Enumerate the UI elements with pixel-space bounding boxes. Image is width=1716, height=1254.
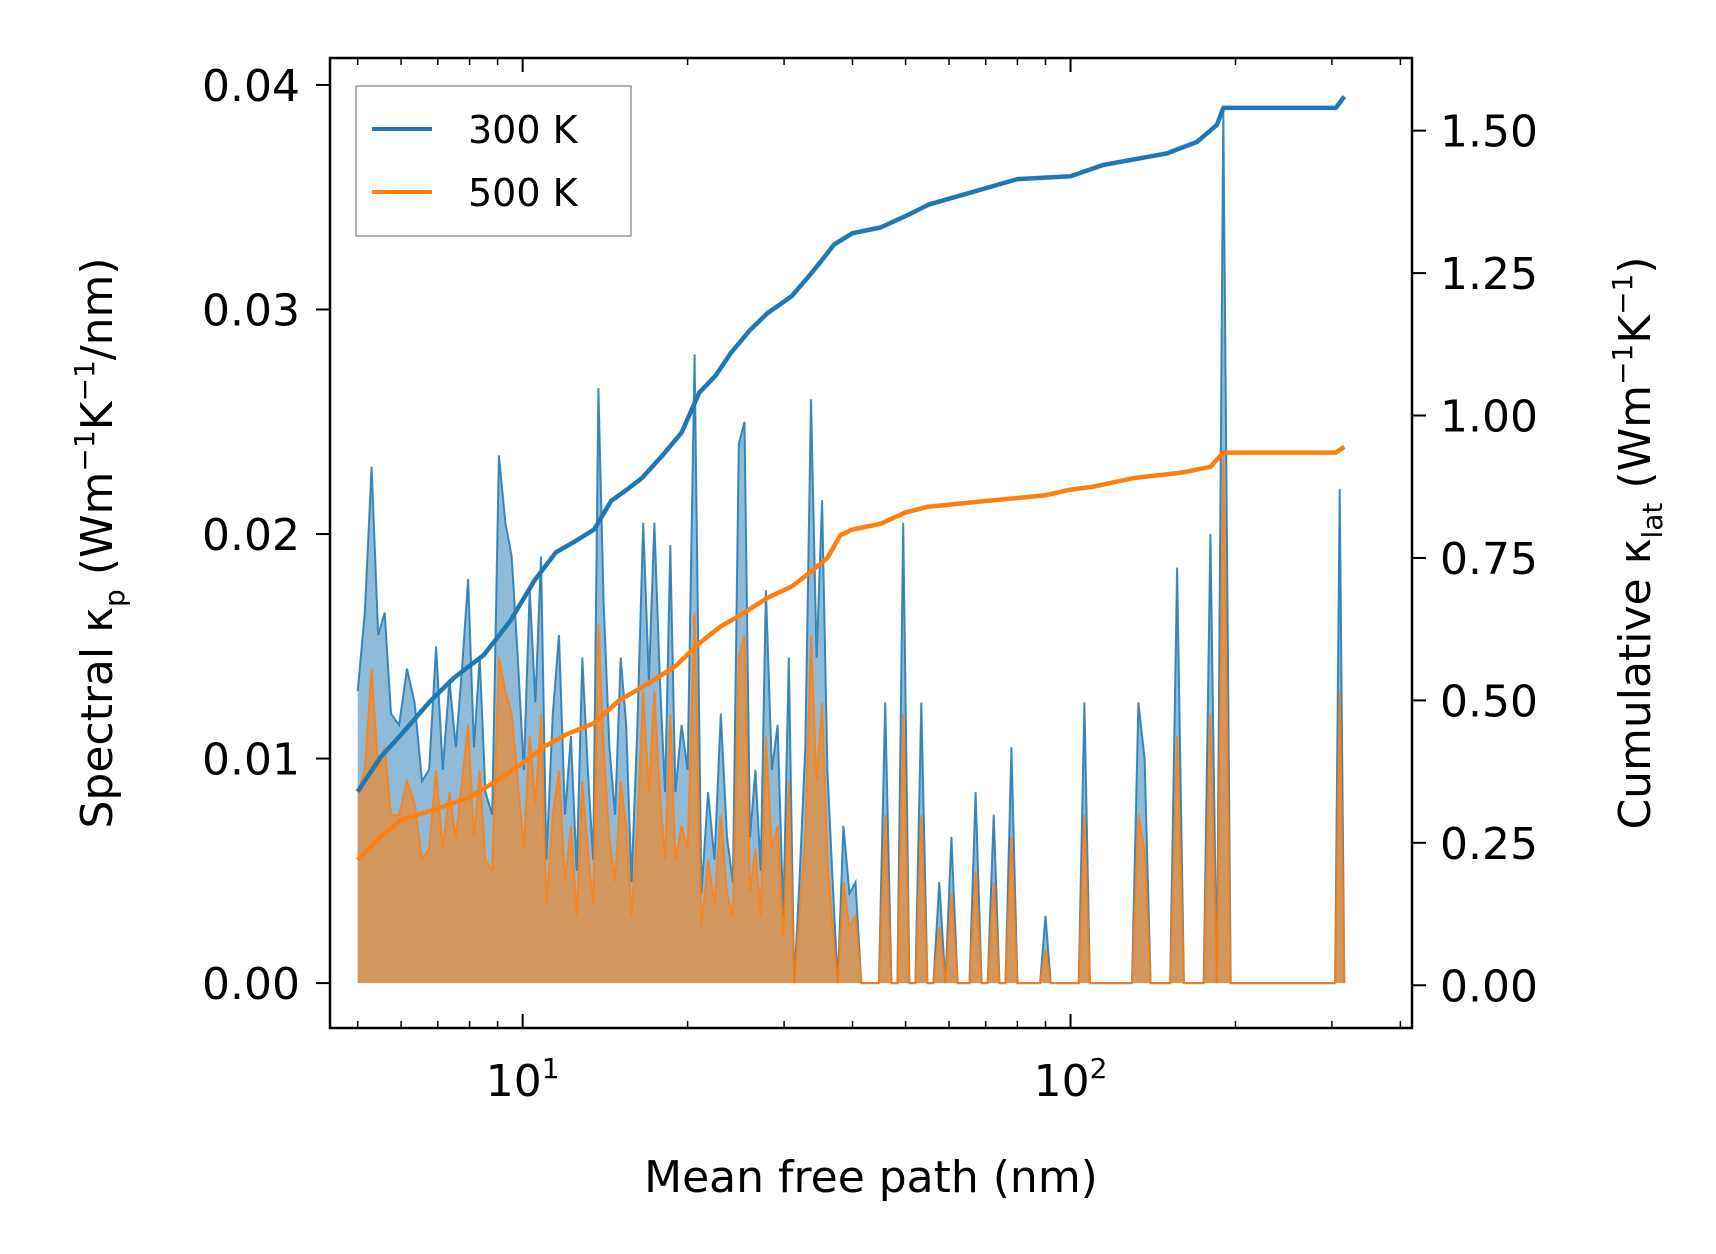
cumulative-line-300k bbox=[355, 95, 1347, 793]
legend: 300 K 500 K bbox=[355, 85, 632, 237]
right-y-tick-label: 0.75 bbox=[1440, 534, 1538, 585]
legend-label-300k: 300 K bbox=[468, 108, 579, 152]
right-y-tick-label: 1.50 bbox=[1440, 107, 1538, 158]
spectral-layer bbox=[356, 107, 1346, 985]
right-y-tick-label: 0.25 bbox=[1440, 819, 1538, 870]
plot-frame bbox=[328, 56, 1414, 1030]
right-y-tick-label: 0.00 bbox=[1440, 961, 1538, 1012]
left-y-axis-title: Spectral κp (Wm−1K−1/nm) bbox=[68, 257, 131, 828]
x-tick-label: 101 bbox=[486, 1052, 560, 1107]
left-y-axis: 0.00 0.01 0.02 0.03 0.04 bbox=[202, 61, 330, 1010]
left-y-tick-label: 0.00 bbox=[202, 959, 300, 1010]
spectral-area-500k bbox=[357, 455, 1345, 984]
legend-label-500k: 500 K bbox=[468, 171, 579, 215]
right-y-tick-label: 1.00 bbox=[1440, 392, 1538, 443]
right-y-axis: 0.00 0.25 0.50 0.75 1.00 1.25 1.50 bbox=[1412, 107, 1538, 1012]
right-y-axis-title: Cumulative κlat (Wm−1K−1) bbox=[1606, 256, 1669, 829]
spectral-line-500k bbox=[356, 455, 1346, 985]
cumulative-layer bbox=[355, 95, 1347, 862]
x-axis-title: Mean free path (nm) bbox=[644, 1152, 1098, 1203]
left-y-tick-label: 0.01 bbox=[202, 735, 300, 786]
right-y-tick-label: 1.25 bbox=[1440, 249, 1538, 300]
legend-box bbox=[355, 85, 632, 237]
x-tick-label: 102 bbox=[1034, 1052, 1108, 1107]
left-y-tick-label: 0.02 bbox=[202, 510, 300, 561]
x-axis: 101 102 bbox=[356, 58, 1402, 1107]
right-y-tick-label: 0.50 bbox=[1440, 676, 1538, 727]
left-y-tick-label: 0.03 bbox=[202, 285, 300, 336]
cumulative-line-500k bbox=[356, 445, 1346, 862]
left-y-tick-label: 0.04 bbox=[202, 61, 300, 112]
